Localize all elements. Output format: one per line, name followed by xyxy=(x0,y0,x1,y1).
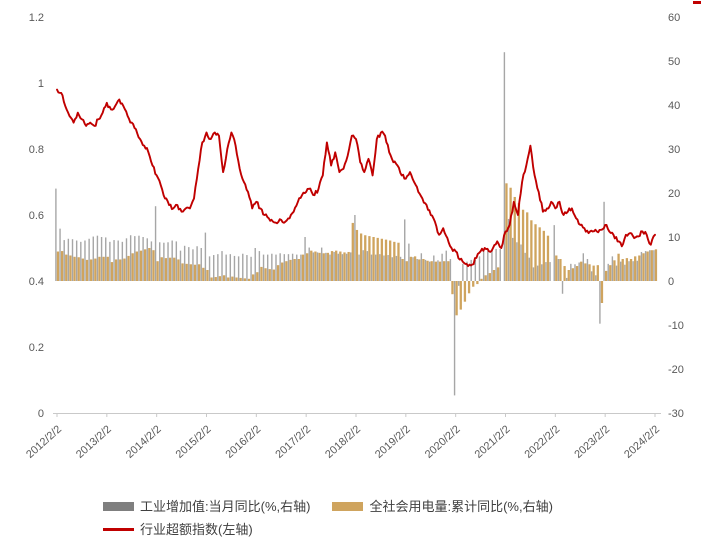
svg-text:2017/2/2: 2017/2/2 xyxy=(273,423,313,461)
svg-text:2024/2/2: 2024/2/2 xyxy=(622,423,662,461)
excess-index-legend-label: 行业超额指数(左轴) xyxy=(140,522,253,537)
svg-text:50: 50 xyxy=(668,56,680,68)
combo-chart: 0 0.2 0.4 0.6 0.8 1 1.2 -30 -20 -10 0 10 20 30 40 50 60 2… xyxy=(24,12,684,461)
industrial-legend-label: 工业增加值:当月同比(%,右轴) xyxy=(140,499,311,514)
legend-item-excess-index: 行业超额指数(左轴) xyxy=(103,523,253,536)
svg-text:10: 10 xyxy=(668,232,680,244)
x-axis-labels: 2012/2/2 2013/2/2 2014/2/2 2015/2/2 2016/2/2… xyxy=(24,423,662,461)
industry-excess-index-line xyxy=(56,88,656,268)
svg-text:0.8: 0.8 xyxy=(29,144,44,156)
svg-text:30: 30 xyxy=(668,144,680,156)
chart-legend: 工业增加值:当月同比(%,右轴) 全社会用电量:累计同比(%,右轴) 行业超额指… xyxy=(103,495,663,541)
svg-text:2014/2/2: 2014/2/2 xyxy=(124,423,164,461)
electricity-legend-label: 全社会用电量:累计同比(%,右轴) xyxy=(369,499,553,514)
svg-text:0.4: 0.4 xyxy=(29,276,44,288)
svg-text:-30: -30 xyxy=(668,408,684,420)
svg-text:2023/2/2: 2023/2/2 xyxy=(572,423,612,461)
svg-text:2013/2/2: 2013/2/2 xyxy=(74,423,114,461)
y-axis-left-labels: 0 0.2 0.4 0.6 0.8 1 1.2 xyxy=(29,12,44,420)
svg-text:40: 40 xyxy=(668,100,680,112)
industrial-bar-swatch-icon xyxy=(103,502,134,511)
svg-text:2022/2/2: 2022/2/2 xyxy=(522,423,562,461)
legend-item-electricity: 全社会用电量:累计同比(%,右轴) xyxy=(332,499,553,514)
svg-text:60: 60 xyxy=(668,12,680,24)
electricity-bar-swatch-icon xyxy=(332,502,364,511)
svg-text:0.2: 0.2 xyxy=(29,342,44,354)
svg-text:1: 1 xyxy=(38,78,44,90)
svg-text:0: 0 xyxy=(38,408,44,420)
excess-index-line-swatch-icon xyxy=(103,528,134,531)
svg-text:2021/2/2: 2021/2/2 xyxy=(473,423,513,461)
svg-text:2012/2/2: 2012/2/2 xyxy=(24,423,64,461)
legend-item-industrial: 工业增加值:当月同比(%,右轴) xyxy=(103,500,310,513)
svg-text:0: 0 xyxy=(668,276,674,288)
x-axis xyxy=(53,413,661,417)
svg-text:1.2: 1.2 xyxy=(29,12,44,24)
cropped-corner-marker xyxy=(693,1,701,4)
svg-text:2018/2/2: 2018/2/2 xyxy=(323,423,363,461)
legend-row-1: 工业增加值:当月同比(%,右轴) 全社会用电量:累计同比(%,右轴) xyxy=(103,495,663,518)
svg-text:0.6: 0.6 xyxy=(29,210,44,222)
y-axis-right-labels: -30 -20 -10 0 10 20 30 40 50 60 xyxy=(668,12,684,420)
svg-text:2015/2/2: 2015/2/2 xyxy=(174,423,214,461)
svg-text:2019/2/2: 2019/2/2 xyxy=(373,423,413,461)
svg-text:-10: -10 xyxy=(668,320,684,332)
legend-row-2: 行业超额指数(左轴) xyxy=(103,518,663,541)
svg-text:-20: -20 xyxy=(668,364,684,376)
svg-text:20: 20 xyxy=(668,188,680,200)
svg-text:2020/2/2: 2020/2/2 xyxy=(423,423,463,461)
industrial-added-value-bars xyxy=(55,52,655,396)
svg-text:2016/2/2: 2016/2/2 xyxy=(223,423,263,461)
